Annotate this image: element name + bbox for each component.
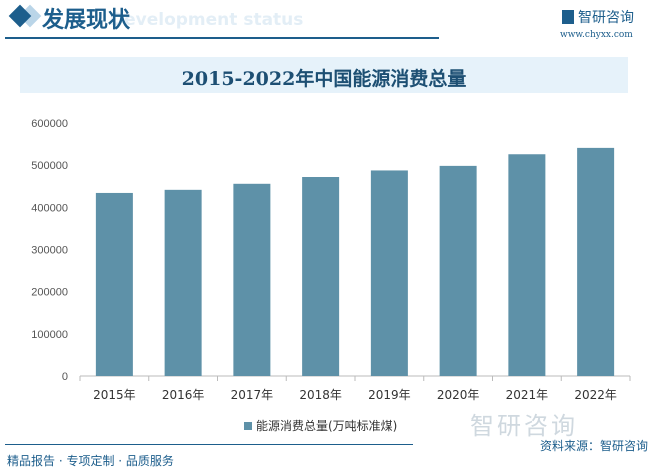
source-note: 资料来源：智研咨询 xyxy=(539,439,648,453)
y-tick-label: 200000 xyxy=(31,287,68,299)
legend-label: 能源消费总量(万吨标准煤) xyxy=(256,419,398,433)
bar xyxy=(439,165,477,376)
legend: 能源消费总量(万吨标准煤) xyxy=(244,417,397,434)
footer-slogan: 精品报告 · 专项定制 · 品质服务 xyxy=(7,454,174,468)
bar xyxy=(577,147,615,376)
header-subtitle: Development status xyxy=(110,10,304,30)
footer-divider xyxy=(5,444,413,445)
x-tick-label: 2021年 xyxy=(506,388,549,402)
brand-logo: 智研咨询 xyxy=(562,7,634,27)
x-tick-label: 2020年 xyxy=(437,388,480,402)
bar xyxy=(508,154,546,376)
bar xyxy=(164,189,202,376)
header-title: 发展现状 xyxy=(42,8,131,33)
bar xyxy=(95,192,133,376)
y-tick-label: 500000 xyxy=(31,160,68,172)
y-tick-label: 400000 xyxy=(31,202,68,214)
chart-title: 2015-2022年中国能源消费总量 xyxy=(181,68,467,90)
chart-title-bar: 2015-2022年中国能源消费总量 xyxy=(20,57,628,93)
brand-url: www.chyxx.com xyxy=(560,30,633,40)
y-tick-label: 0 xyxy=(62,371,68,383)
bar xyxy=(233,183,271,376)
y-tick-label: 100000 xyxy=(31,329,68,341)
x-tick-label: 2017年 xyxy=(231,388,274,402)
bar xyxy=(370,170,408,376)
logo-icon xyxy=(562,10,574,24)
bar xyxy=(302,177,340,376)
x-tick-label: 2015年 xyxy=(93,388,136,402)
watermark-logo: 智研咨询 xyxy=(470,412,578,440)
x-tick-label: 2018年 xyxy=(299,388,342,402)
legend-swatch xyxy=(244,422,252,430)
y-tick-label: 600000 xyxy=(31,118,68,130)
logo-text: 智研咨询 xyxy=(578,10,634,26)
x-tick-label: 2022年 xyxy=(574,388,617,402)
y-tick-label: 300000 xyxy=(31,245,68,257)
x-tick-label: 2019年 xyxy=(368,388,411,402)
header-divider xyxy=(5,37,439,39)
x-tick-label: 2016年 xyxy=(162,388,205,402)
